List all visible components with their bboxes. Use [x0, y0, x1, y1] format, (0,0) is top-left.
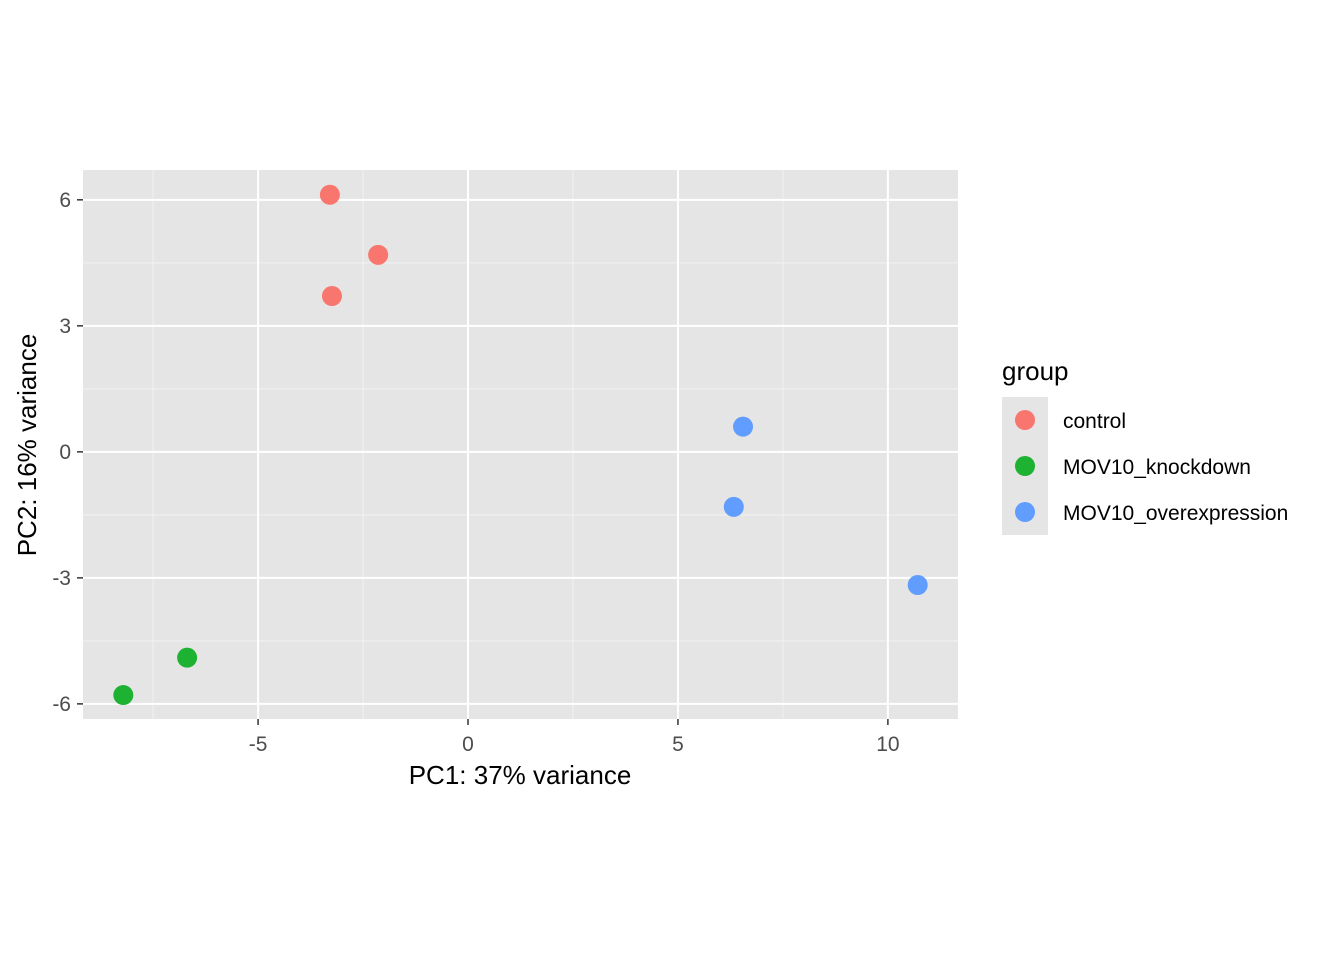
data-point-mov10-overexpression — [723, 496, 744, 517]
legend-label: MOV10_knockdown — [1063, 456, 1251, 479]
data-point-mov10-knockdown — [177, 647, 198, 668]
y-tick-label: -6 — [52, 693, 71, 716]
data-point-control — [321, 286, 342, 307]
grid — [83, 170, 958, 719]
legend-title: group — [1002, 356, 1069, 386]
y-tick-label: -3 — [52, 567, 71, 590]
data-point-mov10-overexpression — [733, 416, 754, 437]
x-axis-label: PC1: 37% variance — [409, 760, 632, 790]
legend-key-mov10-overexpression — [1015, 502, 1035, 522]
legend-label: control — [1063, 410, 1126, 433]
data-point-mov10-overexpression — [907, 575, 928, 596]
y-tick-label: 6 — [59, 189, 71, 212]
y-tick-label: 3 — [59, 315, 71, 338]
data-point-mov10-knockdown — [113, 685, 134, 706]
x-tick-label: 0 — [462, 733, 474, 756]
y-tick-label: 0 — [59, 441, 71, 464]
plot-panel — [83, 170, 958, 719]
axis-ticks: -5 0 5 10 -6 -3 0 3 6 — [52, 189, 899, 756]
y-axis-label: PC2: 16% variance — [12, 334, 42, 557]
legend-key-control — [1015, 410, 1035, 430]
data-point-control — [319, 184, 340, 205]
data-points — [113, 184, 928, 706]
legend-key-mov10-knockdown — [1015, 456, 1035, 476]
legend: group control MOV10_knockdown MOV10_overex… — [1002, 356, 1288, 535]
x-tick-label: -5 — [249, 733, 268, 756]
x-tick-label: 5 — [672, 733, 684, 756]
legend-label: MOV10_overexpression — [1063, 502, 1288, 525]
x-tick-label: 10 — [876, 733, 899, 756]
data-point-control — [368, 244, 389, 265]
